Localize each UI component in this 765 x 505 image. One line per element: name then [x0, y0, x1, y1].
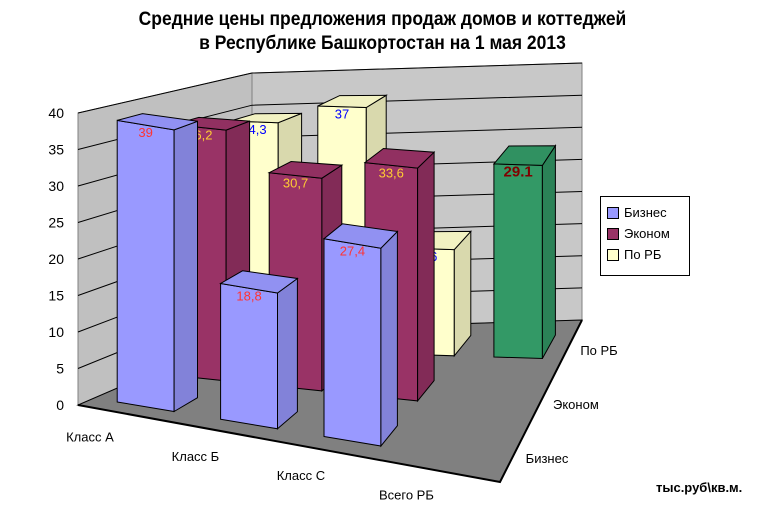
y-tick-label: 20	[48, 251, 64, 267]
bar-top	[363, 147, 436, 169]
y-tick-label: 15	[48, 288, 64, 304]
chart-title-line2: в Республике Башкортостан на 1 мая 2013	[199, 33, 566, 54]
legend-swatch-rb	[607, 248, 619, 261]
gridline	[77, 62, 583, 114]
legend-label: Бизнес	[624, 205, 667, 220]
legend: Бизнес Эконом По РБ	[600, 196, 690, 276]
bar-side	[380, 230, 398, 448]
legend-label: По РБ	[624, 247, 662, 262]
data-label: 39	[138, 125, 152, 140]
bar-top	[229, 112, 302, 124]
y-tick-label: 10	[48, 324, 64, 340]
bar-top	[219, 270, 299, 294]
bar-side	[453, 230, 472, 358]
bar-top	[322, 223, 399, 249]
bar-front	[323, 238, 382, 447]
legend-swatch-econom	[607, 227, 619, 240]
bar-side	[173, 120, 198, 413]
bar-top	[267, 160, 344, 179]
legend-item-econom: Эконом	[607, 223, 689, 244]
legend-item-business: Бизнес	[607, 202, 689, 223]
depth-category-label: По РБ	[580, 343, 617, 358]
bar-side	[417, 151, 435, 403]
data-label: 29.1	[504, 164, 533, 181]
chart-title-line1: Средние цены предложения продаж домов и …	[138, 9, 627, 30]
legend-item-rb: По РБ	[607, 244, 689, 265]
y-tick-label: 25	[48, 215, 64, 231]
data-label: 33,6	[379, 165, 404, 180]
unit-label: тыс.руб\кв.м.	[656, 480, 743, 495]
chart-title: Средние цены предложения продаж домов и …	[31, 8, 735, 56]
floor-edge	[77, 319, 583, 484]
depth-category-label: Бизнес	[526, 451, 569, 466]
bar-top	[317, 94, 388, 109]
y-tick-label: 0	[56, 397, 64, 413]
bar-front	[493, 163, 543, 360]
bar-front	[116, 119, 175, 413]
y-tick-label: 40	[48, 105, 64, 121]
x-category-label: Класс С	[277, 468, 325, 483]
data-label: 27,4	[340, 243, 365, 258]
bar-front	[220, 282, 278, 430]
depth-category-label: Эконом	[553, 397, 599, 412]
x-category-label: Класс Б	[172, 449, 220, 464]
bar-side	[277, 277, 298, 430]
legend-label: Эконом	[624, 226, 670, 241]
y-tick-label: 5	[56, 361, 64, 377]
bar-side	[541, 144, 556, 359]
data-label: 37	[335, 107, 349, 122]
y-tick-label: 30	[48, 178, 64, 194]
bar-top	[492, 145, 557, 166]
data-label: 18,8	[236, 288, 261, 303]
x-category-label: Всего РБ	[379, 487, 434, 502]
bar-top	[117, 113, 198, 131]
legend-swatch-business	[607, 206, 619, 219]
y-tick-label: 35	[48, 142, 64, 158]
x-category-label: Класс А	[66, 430, 114, 445]
data-label: 30,7	[283, 175, 308, 190]
